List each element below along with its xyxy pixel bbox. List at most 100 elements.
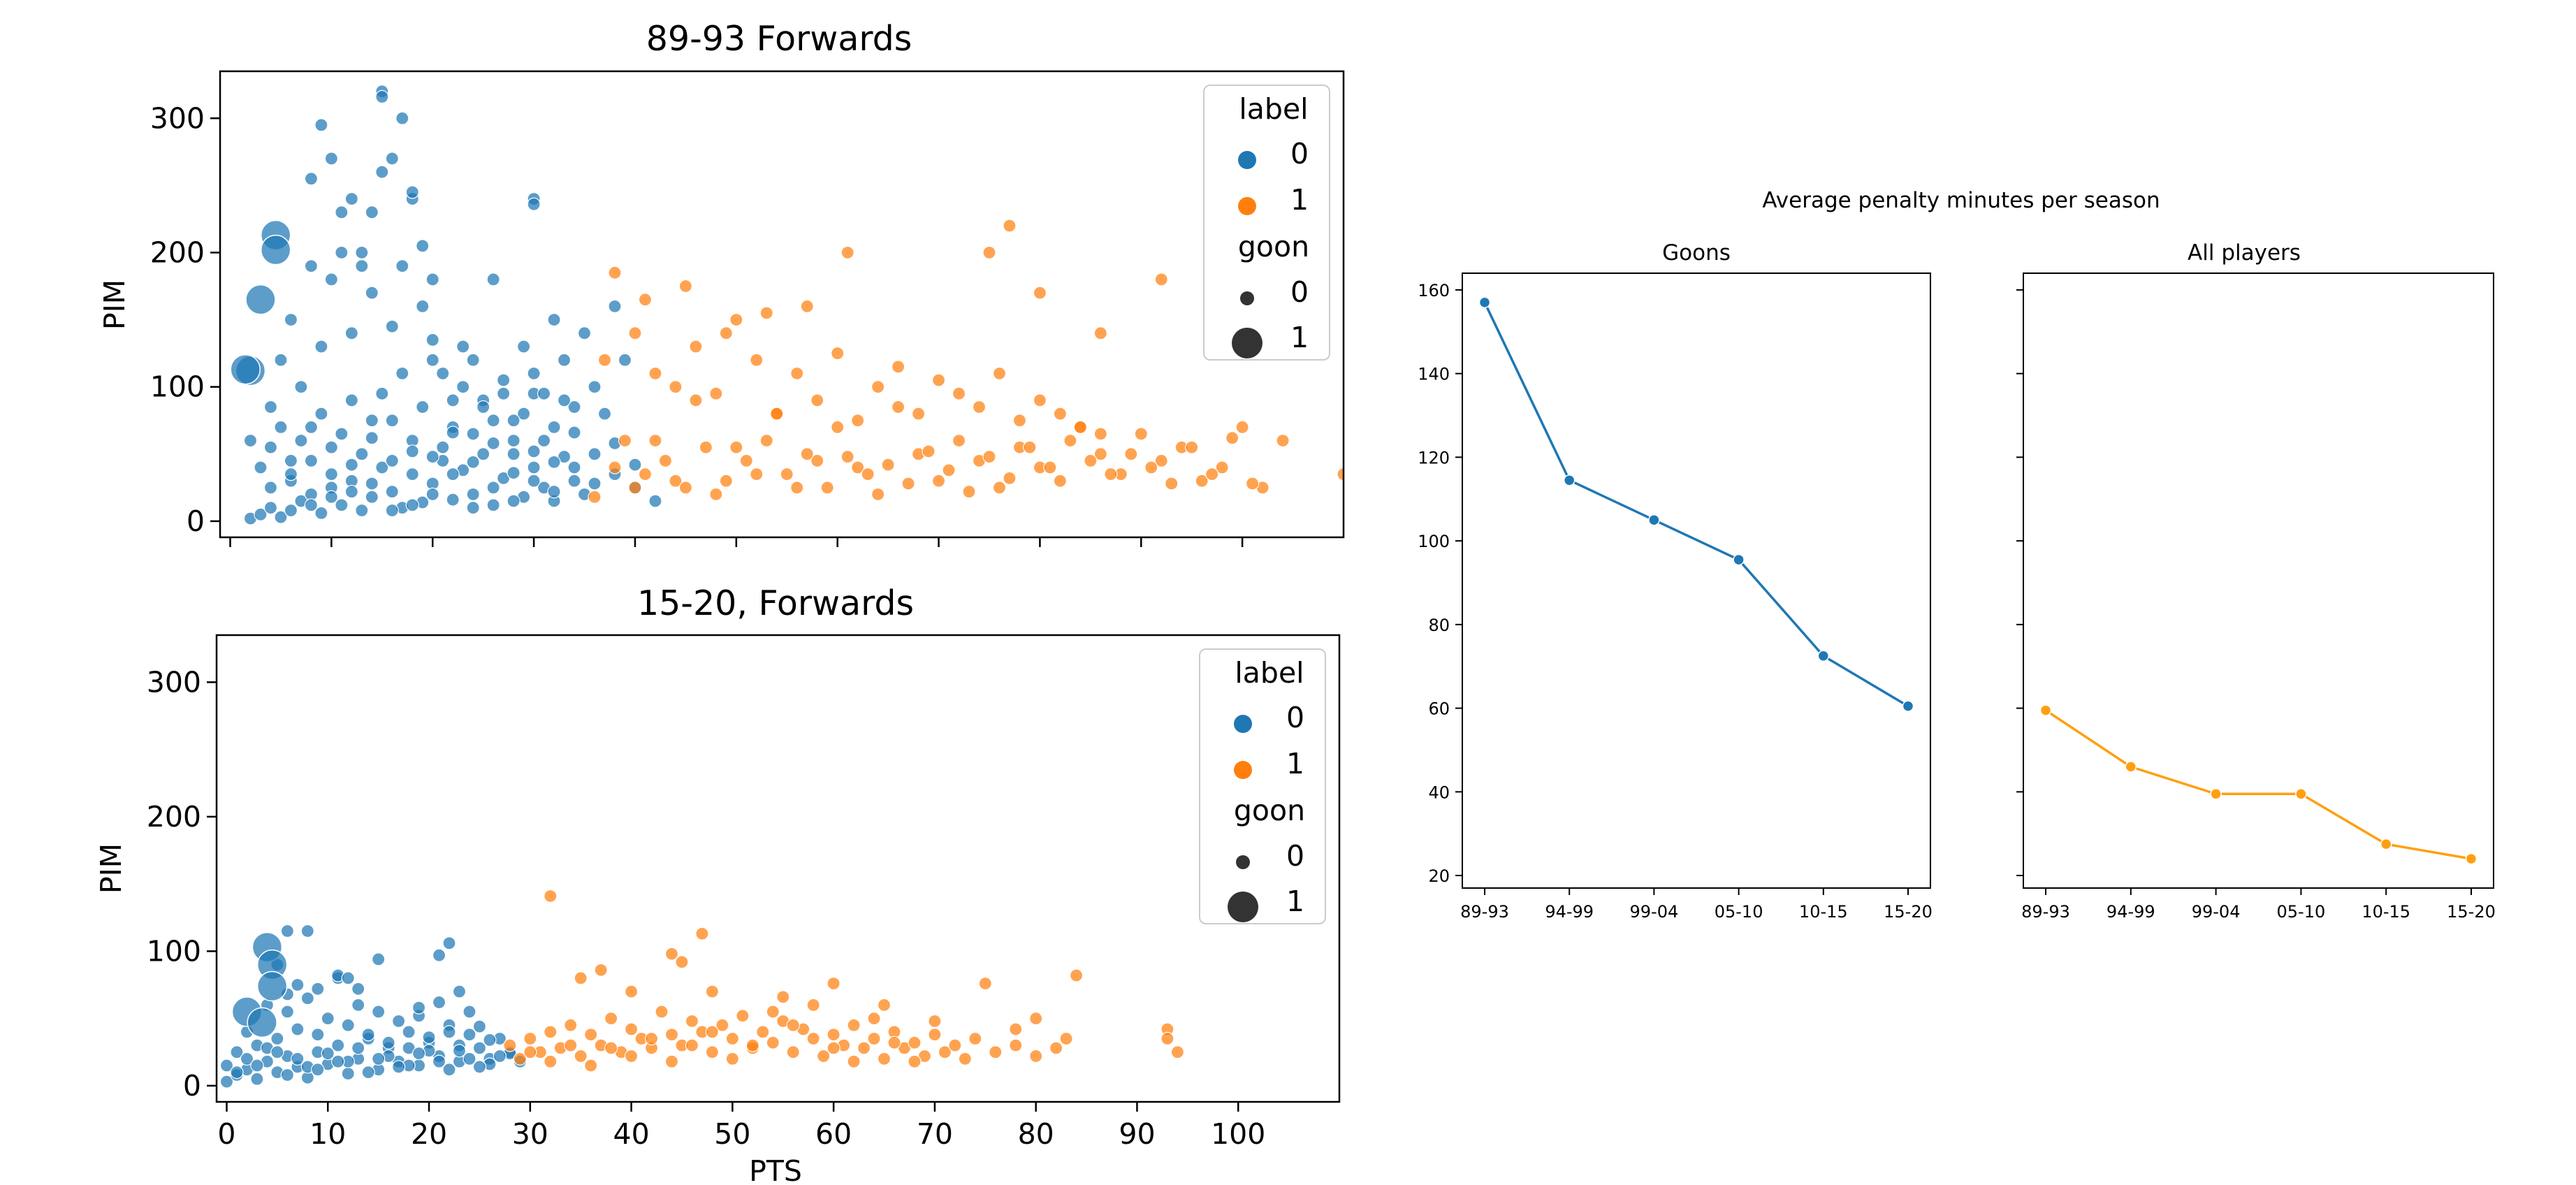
scatter-15-20-point-label0 bbox=[351, 982, 365, 996]
scatter-15-20-point-label1 bbox=[624, 1049, 639, 1063]
line-goons-ytick-label: 20 bbox=[1428, 866, 1450, 886]
line-all-players-xtick-label: 94-99 bbox=[2106, 902, 2155, 922]
scatter-89-93-point-label0 bbox=[263, 440, 278, 454]
scatter-89-93-point-label1 bbox=[1033, 286, 1047, 300]
scatter-89-93-point-label0 bbox=[425, 333, 439, 347]
scatter-89-93-legend-label-1: 1 bbox=[1290, 183, 1309, 217]
scatter-89-93-point-label1 bbox=[618, 434, 632, 448]
scatter-89-93-point-label1 bbox=[1104, 467, 1118, 481]
scatter-89-93-point-label1 bbox=[1003, 471, 1017, 486]
scatter-89-93-point-label1 bbox=[628, 326, 642, 340]
scatter-89-93-point-label0 bbox=[567, 426, 581, 439]
line-all-players-xtick-label: 99-04 bbox=[2192, 902, 2241, 922]
scatter-15-20-point-label1 bbox=[564, 1018, 578, 1032]
scatter-15-20-point-label1 bbox=[877, 1052, 892, 1066]
scatter-89-93-point-label1 bbox=[820, 481, 834, 495]
scatter-89-93-point-label1 bbox=[638, 293, 653, 307]
line-goons-series-line bbox=[1483, 302, 1909, 708]
scatter-89-93-point-label1 bbox=[1246, 477, 1260, 490]
scatter-89-93-legend-size-label-0: 0 bbox=[1290, 275, 1309, 309]
scatter-89-93-point-label1 bbox=[588, 490, 602, 504]
scatter-15-20-legend-size-label-0: 0 bbox=[1286, 839, 1304, 873]
scatter-15-20-point-label1 bbox=[1029, 1012, 1043, 1026]
scatter-89-93-point-label0 bbox=[537, 386, 551, 400]
scatter-89-93-point-label0 bbox=[507, 447, 521, 461]
scatter-15-20-point-label1 bbox=[705, 984, 719, 998]
scatter-89-93-legend-size-title: goon bbox=[1238, 230, 1309, 263]
scatter-89-93-point-label1 bbox=[871, 380, 885, 394]
scatter-89-93-point-label0 bbox=[507, 466, 521, 480]
scatter-89-93-point-label1 bbox=[922, 444, 936, 458]
scatter-15-20-point-label1 bbox=[806, 1031, 820, 1046]
scatter-89-93-point-label1 bbox=[1134, 427, 1148, 441]
scatter-89-93-point-label0 bbox=[486, 436, 500, 451]
scatter-15-20-point-label1 bbox=[938, 1045, 952, 1059]
scatter-89-93-ytick-label: 300 bbox=[150, 101, 205, 135]
scatter-15-20-legend-size-title: goon bbox=[1234, 794, 1305, 827]
scatter-15-20-point-label1 bbox=[655, 1005, 669, 1019]
scatter-89-93-point-label0 bbox=[486, 481, 500, 495]
scatter-89-93-point-label1 bbox=[709, 487, 723, 502]
scatter-15-20-point-label0 bbox=[331, 1054, 345, 1068]
line-all-players-xtick-label: 05-10 bbox=[2277, 902, 2326, 922]
line-all-players-point bbox=[2210, 788, 2222, 800]
scatter-89-93-point-label0 bbox=[344, 326, 358, 340]
scatter-89-93-point-label1 bbox=[719, 326, 733, 340]
scatter-89-93-point-label0 bbox=[365, 205, 379, 219]
scatter-15-20-point-label0 bbox=[422, 1030, 436, 1045]
scatter-89-93-point-label1 bbox=[1235, 420, 1249, 434]
line-goons-xtick-label: 99-04 bbox=[1630, 902, 1679, 922]
scatter-89-93-point-label0 bbox=[355, 259, 369, 273]
scatter-15-20-xtick-label: 80 bbox=[1018, 1117, 1054, 1151]
scatter-89-93-point-label0 bbox=[284, 453, 298, 468]
scatter-15-20-point-label0 bbox=[391, 1060, 406, 1074]
scatter-89-93-point-label0 bbox=[344, 192, 358, 206]
scatter-15-20-point-label0 bbox=[351, 998, 365, 1012]
scatter-89-93-point-label0 bbox=[405, 498, 419, 512]
scatter-15-20-point-label1 bbox=[766, 1005, 780, 1019]
scatter-15-20-legend-label-1: 1 bbox=[1286, 747, 1304, 780]
scatter-15-20-point-label0 bbox=[381, 1035, 395, 1049]
scatter-15-20-point-label1 bbox=[685, 1038, 699, 1052]
scatter-15-20-point-label1 bbox=[564, 1038, 578, 1052]
scatter-15-20-point-label1 bbox=[604, 1041, 618, 1055]
scatter-89-93-ylabel: PIM bbox=[98, 279, 131, 330]
scatter-89-93-legend-size-marker-1 bbox=[1232, 328, 1262, 358]
line-goons-ytick-label: 40 bbox=[1428, 783, 1450, 802]
scatter-89-93-point-label1 bbox=[729, 313, 743, 327]
scatter-89-93-point-label1 bbox=[871, 487, 885, 502]
scatter-15-20-point-label0 bbox=[331, 1038, 345, 1052]
scatter-89-93-legend-label-0: 0 bbox=[1290, 137, 1309, 170]
scatter-89-93-point-label1 bbox=[719, 474, 733, 488]
scatter-89-93-point-label1 bbox=[931, 373, 946, 387]
scatter-89-93-point-label0 bbox=[254, 460, 268, 474]
scatter-89-93-point-label1 bbox=[1093, 447, 1107, 461]
scatter-15-20-point-label1 bbox=[1069, 968, 1084, 982]
line-goons-xtick-label: 89-93 bbox=[1460, 902, 1509, 922]
scatter-15-20-point-label1 bbox=[523, 1045, 537, 1059]
scatter-89-93-point-label0 bbox=[567, 460, 581, 474]
scatter-89-93-point-label1 bbox=[780, 467, 794, 481]
scatter-89-93-point-label0 bbox=[274, 353, 288, 367]
scatter-15-20-point-label1 bbox=[574, 1049, 588, 1063]
scatter-89-93-point-label1 bbox=[1144, 460, 1158, 474]
scatter-89-93-point-label1 bbox=[689, 393, 703, 407]
scatter-15-20-point-label1 bbox=[1049, 1041, 1063, 1055]
scatter-89-93-point-label1 bbox=[1093, 427, 1107, 441]
scatter-15-20-point-label0 bbox=[402, 1025, 416, 1039]
scatter-89-93-point-label1 bbox=[790, 481, 804, 495]
scatter-15-20-point-label1 bbox=[725, 1052, 739, 1066]
scatter-15-20-point-label0 bbox=[300, 924, 314, 938]
scatter-89-93-point-label0 bbox=[324, 490, 338, 504]
scatter-89-93-point-label1 bbox=[800, 299, 814, 313]
scatter-89-93-point-label0 bbox=[355, 245, 369, 260]
scatter-89-93-point-label0 bbox=[344, 393, 358, 407]
scatter-15-20-point-label0 bbox=[291, 1052, 305, 1066]
scatter-89-93-point-label0 bbox=[516, 340, 531, 354]
scatter-89-93-point-label0 bbox=[375, 165, 389, 179]
line-goons-point bbox=[1478, 296, 1491, 309]
scatter-89-93-point-label0 bbox=[547, 313, 561, 327]
scatter-89-93-point-label0 bbox=[294, 434, 308, 448]
scatter-89-93-point-label0 bbox=[365, 490, 379, 504]
